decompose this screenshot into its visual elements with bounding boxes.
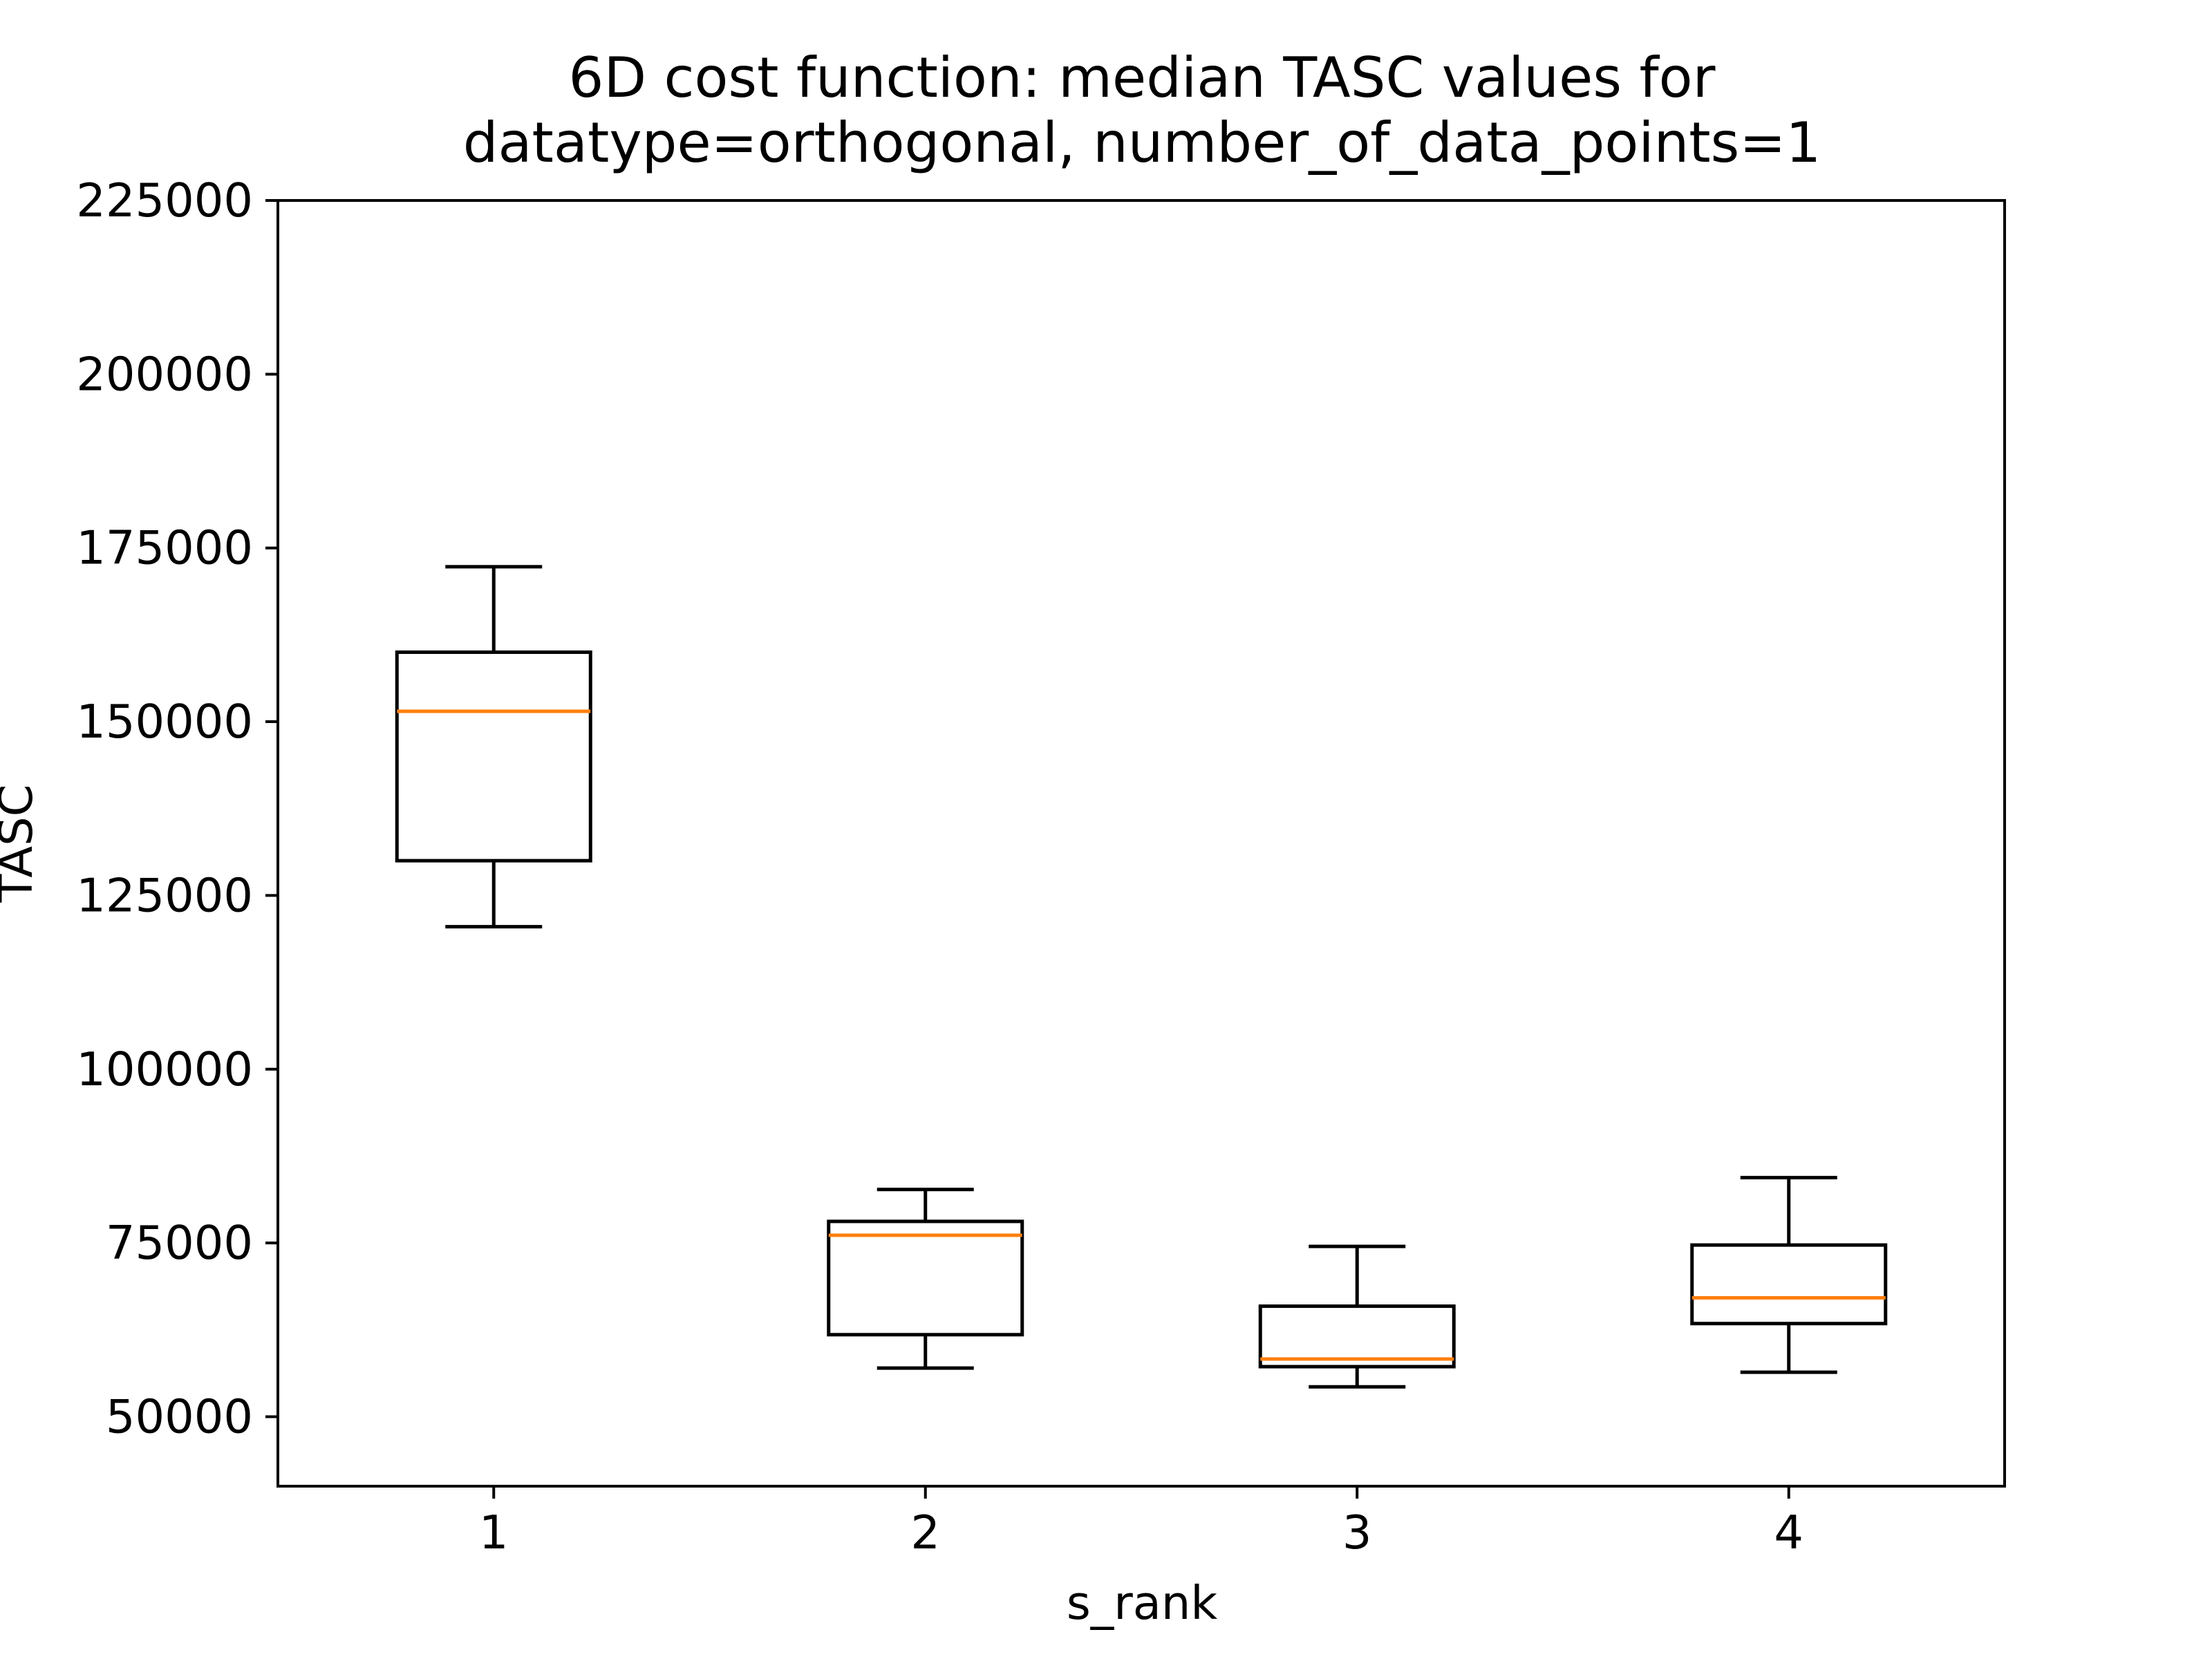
y-axis-label: TASC <box>0 785 43 903</box>
y-tick-label: 200000 <box>76 347 253 401</box>
box-iqr <box>1690 1243 1888 1326</box>
y-tick-label: 100000 <box>76 1042 253 1096</box>
x-tick-label: 3 <box>1342 1506 1372 1559</box>
plot-area: 50000 75000 100000 125000 150000 175000 200000… <box>76 174 1888 1559</box>
box-iqr <box>827 1219 1024 1337</box>
chart-title-line-1: 6D cost function: median TASC values for <box>569 46 1716 110</box>
x-tick-label: 2 <box>910 1506 940 1559</box>
axes-frame <box>276 199 2006 1488</box>
x-tick-label: 4 <box>1774 1506 1803 1559</box>
x-axis-label: s_rank <box>1067 1576 1217 1630</box>
y-tick-label: 125000 <box>76 868 253 922</box>
y-tick-label: 50000 <box>106 1389 253 1443</box>
x-tick-label: 1 <box>479 1506 509 1559</box>
box-iqr <box>395 650 592 863</box>
box-iqr <box>1258 1304 1456 1369</box>
y-tick-label: 175000 <box>76 521 253 575</box>
chart-title-line-2: datatype=orthogonal, number_of_data_poin… <box>463 111 1821 175</box>
y-tick-label: 225000 <box>76 174 253 227</box>
y-tick-label: 75000 <box>106 1216 253 1270</box>
y-tick-label: 150000 <box>76 695 253 749</box>
